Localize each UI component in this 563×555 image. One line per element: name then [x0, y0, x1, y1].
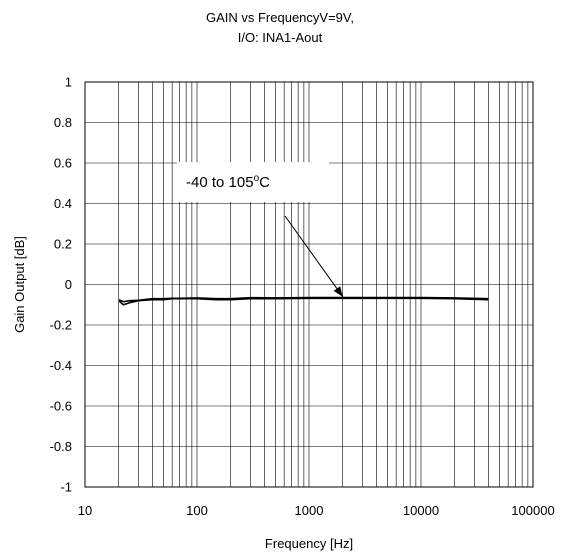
- annotation-superscript: o: [254, 173, 260, 184]
- chart-subtitle: I/O: INA1-Aout: [238, 30, 323, 45]
- y-tick-labels: 1 0.8 0.6 0.4 0.2 0 -0.2 -0.4 -0.6 -0.8 -1: [50, 75, 72, 495]
- y-tick-label: 1: [65, 75, 72, 90]
- annotation-suffix: C: [259, 174, 270, 191]
- y-tick-label: -0.2: [50, 318, 72, 333]
- x-tick-label: 100000: [511, 503, 554, 518]
- y-tick-label: -0.6: [50, 399, 72, 414]
- series-group: [118, 296, 489, 306]
- x-tick-label: 10: [78, 503, 92, 518]
- series-line-2: [118, 296, 489, 303]
- plot-frame: [84, 81, 534, 488]
- annotation-arrow: [284, 215, 344, 297]
- annotation-arrowhead: [333, 286, 343, 297]
- x-axis-label: Frequency [Hz]: [265, 536, 353, 551]
- y-tick-label: 0.6: [54, 156, 72, 171]
- y-tick-label: 0: [65, 277, 72, 292]
- x-tick-label: 10000: [403, 503, 439, 518]
- y-tick-label: 0.2: [54, 237, 72, 252]
- y-tick-label: 0.8: [54, 115, 72, 130]
- annotation-label: -40 to 105oC: [186, 173, 270, 191]
- plot-grid: [84, 81, 533, 488]
- annotation-box: [177, 162, 329, 202]
- series-line-1: [118, 297, 489, 306]
- x-tick-label: 100: [186, 503, 208, 518]
- x-tick-label: 1000: [295, 503, 324, 518]
- y-tick-label: -0.4: [50, 358, 72, 373]
- y-tick-label: -0.8: [50, 439, 72, 454]
- chart-title: GAIN vs FrequencyV=9V,: [206, 10, 354, 25]
- y-axis-label: Gain Output [dB]: [12, 236, 27, 333]
- x-tick-labels: 10 100 1000 10000 100000: [78, 503, 555, 518]
- y-tick-label: -1: [60, 480, 72, 495]
- y-tick-label: 0.4: [54, 196, 72, 211]
- annotation-prefix: -40 to 105: [186, 174, 254, 191]
